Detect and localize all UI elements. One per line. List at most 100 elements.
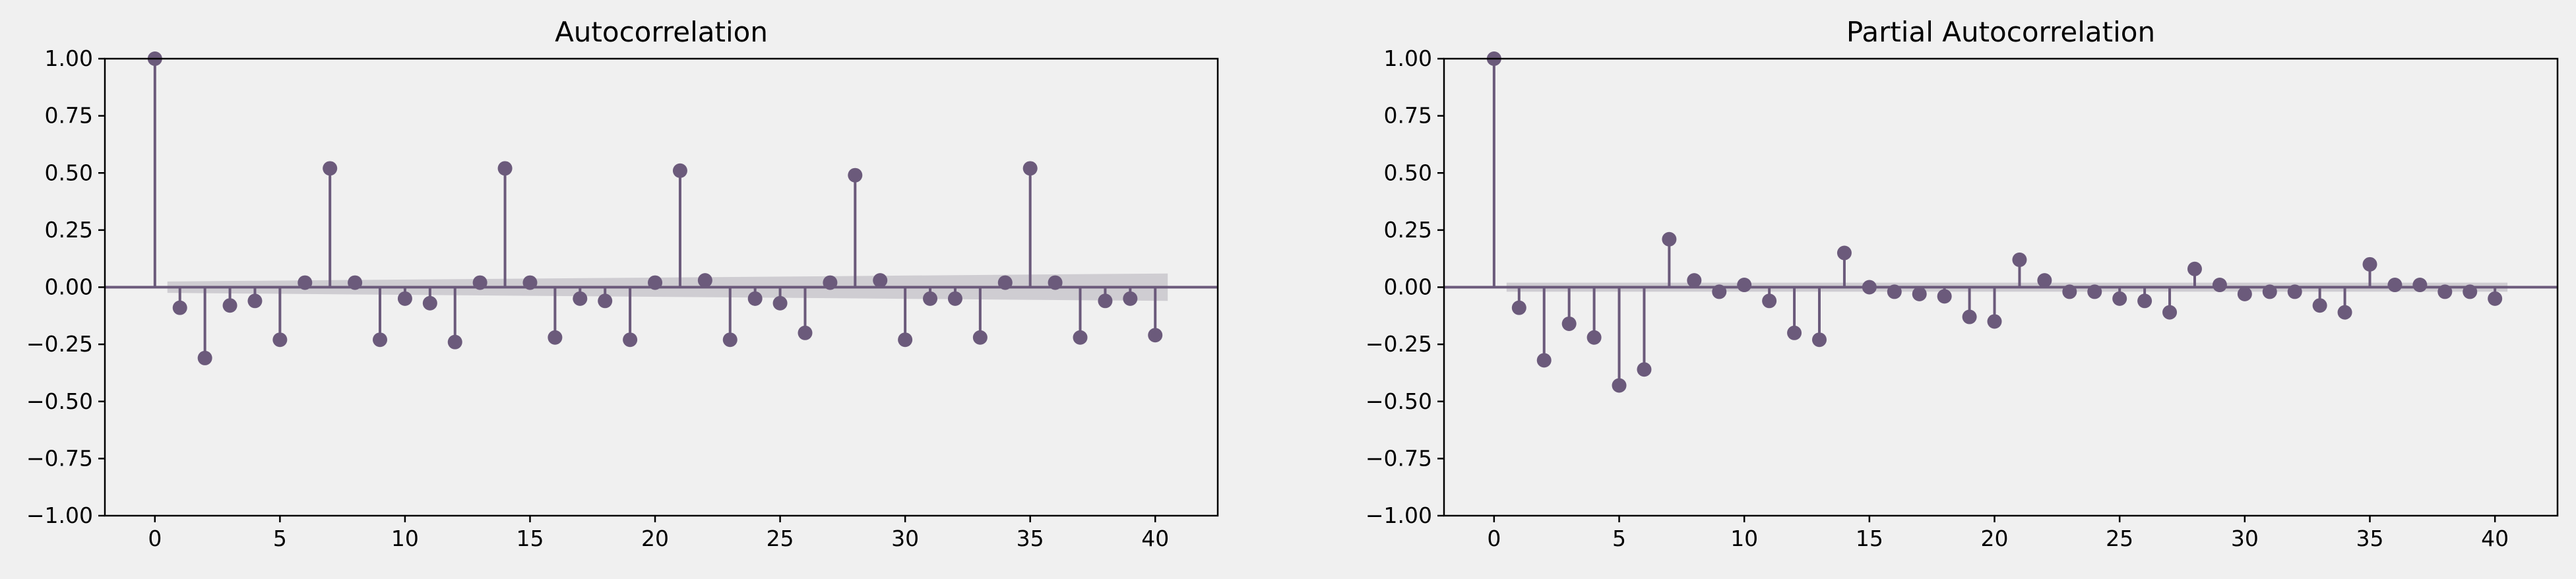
data-point-lag-13 — [1811, 332, 1827, 348]
data-point-lag-3 — [1561, 316, 1577, 331]
data-point-lag-38 — [2437, 284, 2453, 299]
data-point-lag-18 — [1937, 289, 1952, 304]
data-point-lag-19 — [623, 332, 638, 348]
data-point-lag-20 — [1987, 314, 2002, 329]
y-tick-label: 1.00 — [1384, 46, 1432, 71]
y-tick-label: 0.25 — [45, 217, 93, 243]
data-point-lag-30 — [2237, 286, 2252, 301]
data-point-lag-14 — [1837, 245, 1852, 260]
data-point-lag-18 — [598, 293, 613, 309]
data-point-lag-23 — [722, 332, 738, 348]
y-tick-label: 0.75 — [45, 103, 93, 129]
data-point-lag-27 — [2162, 305, 2178, 320]
data-point-lag-15 — [1862, 280, 1877, 295]
y-tick-label: 0.00 — [1384, 274, 1432, 300]
data-point-lag-38 — [1098, 293, 1113, 309]
x-tick-label: 40 — [2481, 526, 2509, 551]
data-point-lag-5 — [272, 332, 288, 348]
data-point-lag-40 — [2488, 291, 2503, 306]
data-point-lag-17 — [573, 291, 588, 306]
x-tick-label: 10 — [391, 526, 419, 551]
x-tick-label: 0 — [148, 526, 162, 551]
data-point-lag-12 — [1787, 325, 1802, 340]
data-point-lag-34 — [997, 275, 1013, 290]
data-point-lag-4 — [247, 293, 263, 309]
data-point-lag-29 — [2212, 278, 2227, 293]
data-point-lag-3 — [222, 298, 237, 313]
y-tick-label: 0.50 — [45, 160, 93, 185]
data-point-lag-22 — [2037, 273, 2052, 288]
data-point-lag-28 — [848, 168, 863, 183]
data-point-lag-23 — [2062, 284, 2077, 299]
data-point-lag-25 — [2112, 291, 2127, 306]
autocorrelation-panel: Autocorrelation 0 5 10 15 20 25 30 35 40 −1.00 −0.7… — [26, 16, 1219, 551]
data-point-lag-11 — [422, 295, 437, 311]
data-point-lag-13 — [472, 275, 487, 290]
data-point-lag-12 — [447, 334, 462, 350]
data-point-lag-24 — [747, 291, 763, 306]
data-point-lag-10 — [1737, 278, 1752, 293]
x-tick-label: 25 — [2106, 526, 2133, 551]
data-point-lag-29 — [873, 273, 888, 288]
data-point-lag-32 — [947, 291, 962, 306]
x-tick-label: 5 — [1612, 526, 1626, 551]
data-point-lag-39 — [2463, 284, 2478, 299]
x-tick-label: 20 — [641, 526, 669, 551]
x-tick-label: 10 — [1730, 526, 1758, 551]
x-tick-label: 40 — [1141, 526, 1169, 551]
y-tick-label: 0.50 — [1384, 160, 1432, 185]
partial-autocorrelation-panel: Partial Autocorrelation 0 5 10 15 20 25 30 35 40 −… — [1366, 16, 2559, 551]
data-point-lag-14 — [497, 161, 513, 176]
data-point-lag-1 — [172, 300, 187, 315]
y-tick-label: −1.00 — [1366, 503, 1432, 528]
y-tick-label: −0.50 — [26, 388, 93, 414]
data-point-lag-10 — [397, 291, 412, 306]
data-point-lag-9 — [1712, 284, 1727, 299]
data-point-lag-32 — [2287, 284, 2302, 299]
data-point-lag-30 — [898, 332, 913, 348]
y-tick-label: −0.25 — [1366, 331, 1432, 357]
data-point-lag-7 — [323, 161, 338, 176]
data-point-lag-11 — [1762, 293, 1777, 309]
data-point-lag-20 — [648, 275, 663, 290]
data-point-lag-9 — [373, 332, 388, 348]
data-point-lag-26 — [2137, 293, 2152, 309]
data-point-lag-16 — [1887, 284, 1902, 299]
x-tick-label: 0 — [1487, 526, 1501, 551]
data-point-lag-27 — [823, 275, 838, 290]
data-point-lag-19 — [1962, 309, 1977, 324]
data-point-lag-35 — [1022, 161, 1038, 176]
data-point-lag-8 — [348, 275, 363, 290]
x-tick-label: 30 — [2231, 526, 2259, 551]
x-tick-label: 25 — [767, 526, 794, 551]
data-point-lag-17 — [1912, 286, 1927, 301]
x-tick-label: 5 — [273, 526, 287, 551]
chart-title: Autocorrelation — [555, 16, 768, 48]
data-point-lag-2 — [1536, 353, 1552, 368]
y-tick-label: −0.75 — [26, 445, 93, 471]
data-point-lag-40 — [1148, 328, 1163, 343]
y-tick-label: 1.00 — [45, 46, 93, 71]
data-point-lag-7 — [1662, 231, 1677, 247]
data-point-lag-31 — [923, 291, 938, 306]
y-tick-label: −0.75 — [1366, 445, 1432, 471]
data-point-lag-6 — [298, 275, 313, 290]
data-point-lag-33 — [972, 330, 988, 345]
y-tick-label: 0.00 — [45, 274, 93, 300]
y-tick-label: −0.50 — [1366, 388, 1432, 414]
data-point-lag-6 — [1637, 362, 1652, 377]
data-point-lag-36 — [2387, 278, 2403, 293]
data-point-lag-16 — [548, 330, 563, 345]
data-point-lag-33 — [2312, 298, 2327, 313]
data-point-lag-28 — [2187, 261, 2202, 276]
data-point-lag-21 — [2012, 252, 2027, 267]
x-tick-label: 15 — [1856, 526, 1883, 551]
data-point-lag-26 — [798, 325, 813, 340]
y-tick-label: −0.25 — [26, 331, 93, 357]
data-point-lag-39 — [1123, 291, 1138, 306]
data-point-lag-15 — [522, 275, 538, 290]
data-point-lag-34 — [2337, 305, 2352, 320]
data-point-lag-36 — [1048, 275, 1063, 290]
y-tick-label: −1.00 — [26, 503, 93, 528]
